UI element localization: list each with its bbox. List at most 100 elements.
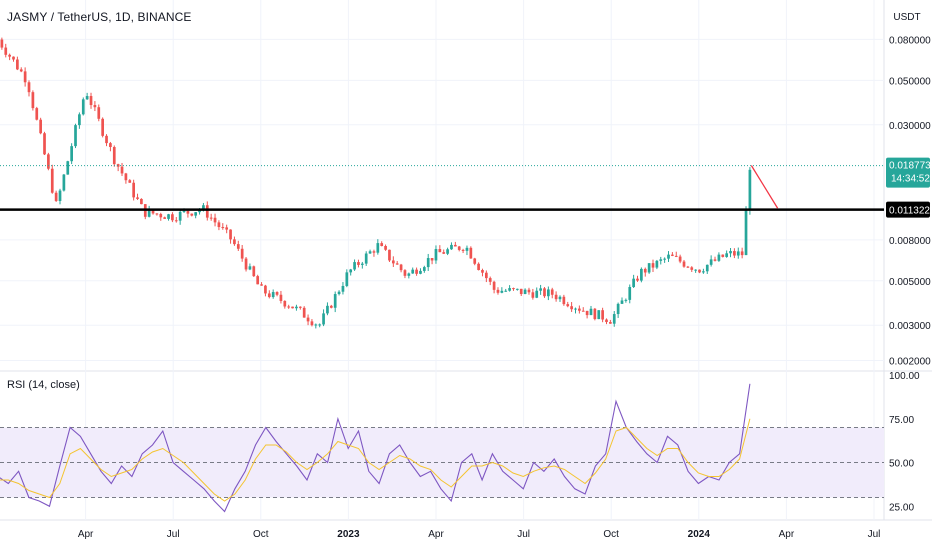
candle-body <box>314 324 318 326</box>
candle-body <box>380 243 384 247</box>
candle-body <box>349 269 353 273</box>
candle-body <box>481 270 484 273</box>
candle-body <box>740 251 744 256</box>
candle-body <box>612 314 616 324</box>
candle-body <box>85 96 89 100</box>
rsi-layer <box>0 383 751 513</box>
candle-body <box>543 288 546 297</box>
candle-body <box>182 211 186 213</box>
symbol-title: JASMY / TetherUS, 1D, BINANCE <box>7 10 192 24</box>
candle-body <box>97 107 101 119</box>
candle-body <box>360 263 364 265</box>
candle-body <box>512 288 515 290</box>
candle-body <box>508 288 511 291</box>
candle-body <box>39 119 42 134</box>
candle-body <box>597 310 601 320</box>
candle-body <box>411 269 415 274</box>
candle-body <box>578 308 581 311</box>
rsi-indicator-title[interactable]: RSI (14, close) <box>7 379 80 391</box>
candle-body <box>54 192 58 201</box>
candle-body <box>609 322 612 324</box>
rsi-tick-label: 50.00 <box>889 459 914 470</box>
candle-body <box>81 99 85 115</box>
rsi-tick-label: 75.00 <box>889 415 914 426</box>
candle-body <box>585 310 589 316</box>
candle-body <box>488 278 492 282</box>
candle-body <box>93 105 97 108</box>
candle-body <box>322 313 325 325</box>
candle-body <box>531 292 535 298</box>
candle-body <box>605 319 608 323</box>
candle-body <box>516 288 519 290</box>
candle-body <box>66 161 70 175</box>
main-pane-bg <box>0 0 884 370</box>
candle-body <box>461 249 465 251</box>
candle-body <box>736 251 740 256</box>
candle-body <box>70 146 73 162</box>
candle-body <box>624 299 628 301</box>
candle-body <box>705 264 709 272</box>
candle-body <box>283 300 287 307</box>
candle-body <box>302 307 306 318</box>
candle-body <box>128 180 132 183</box>
candle-body <box>473 258 477 264</box>
candle-body <box>12 56 15 60</box>
candle-body <box>539 288 542 291</box>
price-tick-label: 0.008000 <box>889 236 931 247</box>
candle-body <box>353 262 356 270</box>
candle-body <box>256 276 260 285</box>
candle-body <box>31 92 35 109</box>
candle-body <box>384 246 387 250</box>
candle-body <box>132 182 136 198</box>
rsi-line <box>0 383 751 513</box>
level-price-value: 0.011322 <box>889 206 930 217</box>
last-price-value: 0.018773 <box>889 161 931 172</box>
candle-body <box>655 260 659 268</box>
candle-body <box>659 259 663 261</box>
candle-body <box>422 267 426 271</box>
candle-body <box>694 269 697 271</box>
candle-body <box>74 125 77 147</box>
price-tick-label: 0.080000 <box>889 35 931 46</box>
candle-body <box>574 308 577 310</box>
candle-body <box>163 217 167 219</box>
candle-body <box>4 47 8 55</box>
candle-body <box>717 254 721 261</box>
candle-body <box>23 71 27 83</box>
candle-body <box>178 211 182 221</box>
candle-body <box>155 213 159 215</box>
candle-body <box>391 260 395 264</box>
candle-body <box>415 269 418 274</box>
level-price-tag: 0.011322 <box>886 201 930 218</box>
candle-body <box>151 209 155 214</box>
candle-body <box>376 243 380 253</box>
candle-body <box>403 270 407 276</box>
time-tick-label: Oct <box>603 529 619 540</box>
candle-body <box>426 258 430 268</box>
candle-body <box>124 173 128 181</box>
axis-layer: 0.080000 0.050000 0.030000 0.008000 0.005000… <box>78 35 931 540</box>
candle-body <box>205 205 209 218</box>
candle-body <box>620 300 624 304</box>
candle-body <box>527 289 531 293</box>
candle-body <box>636 278 639 281</box>
candle-body <box>368 251 372 254</box>
candle-body <box>671 254 674 256</box>
candle-body <box>27 82 31 93</box>
candle-body <box>248 266 252 270</box>
candle-body <box>264 285 267 294</box>
candle-body <box>748 169 752 211</box>
candle-body <box>496 289 500 293</box>
time-tick-label: Jul <box>868 529 881 540</box>
candle-body <box>298 306 302 308</box>
currency-selector[interactable]: USDT <box>893 12 921 23</box>
candle-body <box>326 305 329 314</box>
candle-body <box>240 248 244 259</box>
candle-body <box>105 135 108 144</box>
candle-body <box>663 258 666 260</box>
candle-body <box>690 267 694 270</box>
candle-body <box>601 310 604 320</box>
candle-body <box>217 222 221 228</box>
